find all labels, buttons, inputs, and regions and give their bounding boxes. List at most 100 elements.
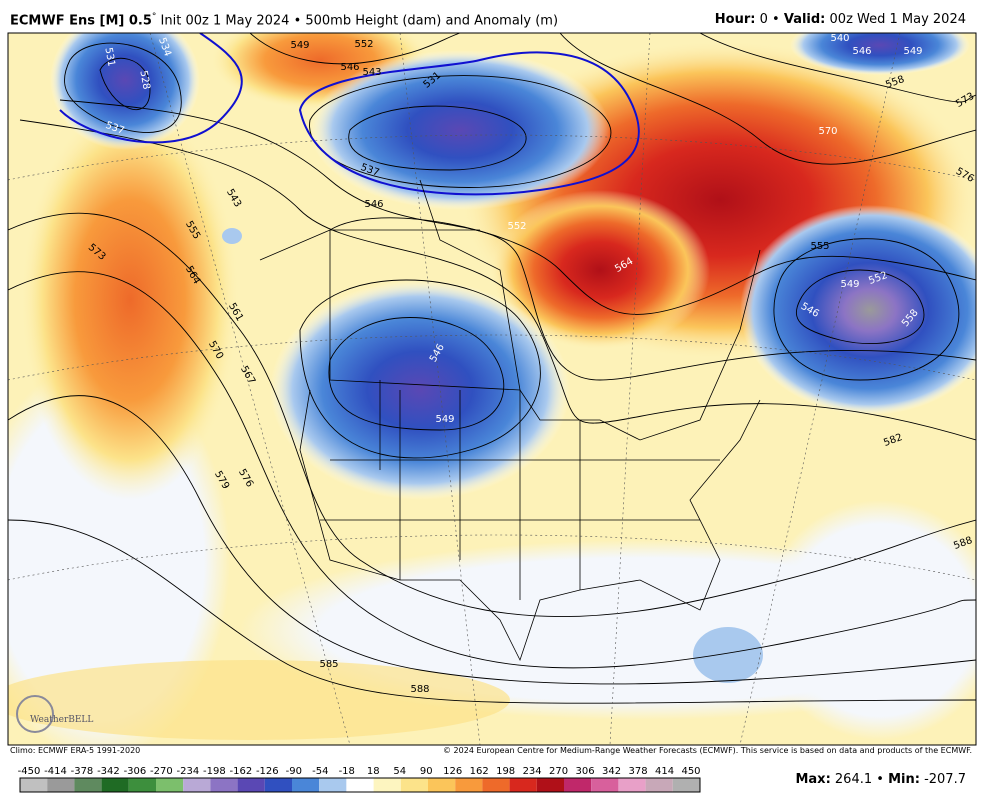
valid: 00z Wed 1 May 2024 [829, 12, 966, 27]
colorbar-swatch [210, 778, 238, 792]
contour-label: 528 [137, 70, 151, 91]
colorbar: -450 -414 -378 -342 -306 -270 -234 -198 -162 -126… [18, 766, 701, 793]
contour-label: 549 [903, 46, 922, 57]
colorbar-label: -54 [312, 766, 328, 777]
anomaly-area [790, 33, 970, 75]
colorbar-swatch [237, 778, 265, 792]
colorbar-swatch [319, 778, 347, 792]
logo: WeatherBELL [16, 695, 93, 733]
colorbar-swatch [428, 778, 456, 792]
contour-label: 549 [435, 414, 454, 425]
anomaly-area [8, 660, 510, 740]
colorbar-swatch [128, 778, 156, 792]
colorbar-swatch [264, 778, 292, 792]
contour-label: 531 [102, 47, 116, 68]
colorbar-label: -198 [203, 766, 226, 777]
colorbar-label: 198 [496, 766, 515, 777]
anomaly-area [310, 50, 610, 210]
colorbar-swatch [292, 778, 320, 792]
blue-contour [59, 33, 243, 144]
colorbar-swatch [74, 778, 102, 792]
contour-label: 549 [290, 40, 309, 51]
colorbar-label: 270 [549, 766, 568, 777]
map-frame [7, 32, 977, 746]
anomaly-area [693, 627, 763, 683]
valid-label: Valid: [783, 12, 826, 27]
colorbar-swatch [373, 778, 401, 792]
colorbar-swatch [645, 778, 673, 792]
blue-contour [298, 51, 640, 196]
colorbar-label: 18 [367, 766, 380, 777]
colorbar-label: 234 [523, 766, 542, 777]
neutral-area [760, 500, 976, 740]
colorbar-label: 306 [576, 766, 595, 777]
colorbar-label: 414 [655, 766, 674, 777]
colorbar-label: -270 [150, 766, 173, 777]
contour-label: 552 [507, 221, 526, 232]
contour-label: 546 [852, 46, 871, 57]
anomaly-area [490, 190, 710, 350]
anomaly-area [50, 33, 200, 150]
contour-label: 546 [340, 62, 359, 73]
colorbar-label: -162 [229, 766, 252, 777]
max-label: Max: [795, 772, 831, 787]
anomaly-area [20, 100, 240, 500]
separator: • [772, 12, 780, 27]
colorbar-swatch [47, 778, 75, 792]
separator: • [876, 772, 884, 787]
colorbar-swatch [618, 778, 646, 792]
contour-label: 570 [818, 126, 837, 137]
colorbar-label: -234 [177, 766, 200, 777]
description: Init 00z 1 May 2024 • 500mb Height (dam)… [160, 13, 559, 29]
colorbar-label: -414 [44, 766, 67, 777]
logo-text: WeatherBELL [30, 715, 93, 725]
colorbar-swatch [509, 778, 537, 792]
anomaly-area [222, 228, 242, 244]
max: 264.1 [834, 772, 873, 787]
climo: Climo: ECMWF ERA-5 1991-2020 [10, 746, 141, 755]
colorbar-label: -378 [71, 766, 94, 777]
contours [8, 33, 976, 704]
contour-label: 546 [364, 199, 383, 210]
colorbar-frame [19, 777, 701, 793]
borders [259, 179, 761, 662]
colorbar-label: 162 [470, 766, 489, 777]
anomaly-area [270, 280, 570, 500]
colorbar-swatch [564, 778, 592, 792]
header-title: ECMWF Ens [M] 0.5° Init 00z 1 May 2024 •… [10, 12, 558, 28]
contour-label: 555 [810, 241, 829, 252]
contour-label: 543 [362, 67, 381, 78]
colorbar-swatch [672, 778, 700, 792]
colorbar-label: 378 [628, 766, 647, 777]
model: ECMWF Ens [M] 0.5 [10, 13, 152, 29]
graticule [8, 33, 976, 745]
colorbar-label: 54 [393, 766, 406, 777]
contour-label: 588 [410, 684, 429, 695]
colorbar-swatch [536, 778, 564, 792]
degree: ° [151, 12, 157, 22]
colorbar-label: 90 [420, 766, 433, 777]
colorbar-label: -18 [339, 766, 355, 777]
colorbar-swatch [482, 778, 510, 792]
colorbar-swatch [400, 778, 428, 792]
colorbar-label: -342 [97, 766, 120, 777]
min: -207.7 [924, 772, 966, 787]
copyright: © 2024 European Centre for Medium-Range … [443, 746, 972, 755]
colorbar-label: -450 [18, 766, 41, 777]
colorbar-label: 450 [681, 766, 700, 777]
colorbar-label: 126 [443, 766, 462, 777]
colorbar-label: -90 [286, 766, 302, 777]
contour-label: 552 [354, 39, 373, 50]
colorbar-swatch [156, 778, 184, 792]
colorbar-swatch [455, 778, 483, 792]
max-min: Max: 264.1 • Min: -207.7 [795, 772, 966, 787]
contour-label: 585 [319, 659, 338, 670]
colorbar-swatch [346, 778, 374, 792]
min-label: Min: [888, 772, 920, 787]
colorbar-swatch [101, 778, 129, 792]
hour-label: Hour: [714, 12, 756, 27]
contour-label: 540 [830, 33, 849, 44]
